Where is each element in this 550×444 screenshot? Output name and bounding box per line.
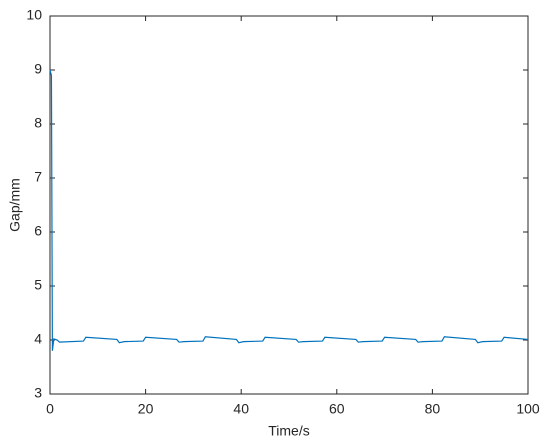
y-tick-label: 7 bbox=[34, 169, 42, 185]
y-tick-label: 10 bbox=[26, 7, 42, 23]
y-tick-label: 3 bbox=[34, 385, 42, 401]
x-tick-label: 80 bbox=[425, 401, 441, 417]
y-tick-label: 9 bbox=[34, 61, 42, 77]
x-tick-label: 60 bbox=[329, 401, 345, 417]
y-tick-label: 6 bbox=[34, 223, 42, 239]
x-tick-label: 20 bbox=[138, 401, 154, 417]
x-tick-label: 0 bbox=[46, 401, 54, 417]
y-tick-label: 8 bbox=[34, 115, 42, 131]
x-tick-label: 40 bbox=[233, 401, 249, 417]
data-line bbox=[49, 69, 529, 351]
y-axis-label: Gap/mm bbox=[7, 178, 23, 232]
axes-box bbox=[49, 15, 529, 395]
x-tick-label: 100 bbox=[516, 401, 540, 417]
x-axis-label: Time/s bbox=[268, 423, 309, 439]
y-tick-label: 4 bbox=[34, 331, 42, 347]
y-tick-label: 5 bbox=[34, 277, 42, 293]
